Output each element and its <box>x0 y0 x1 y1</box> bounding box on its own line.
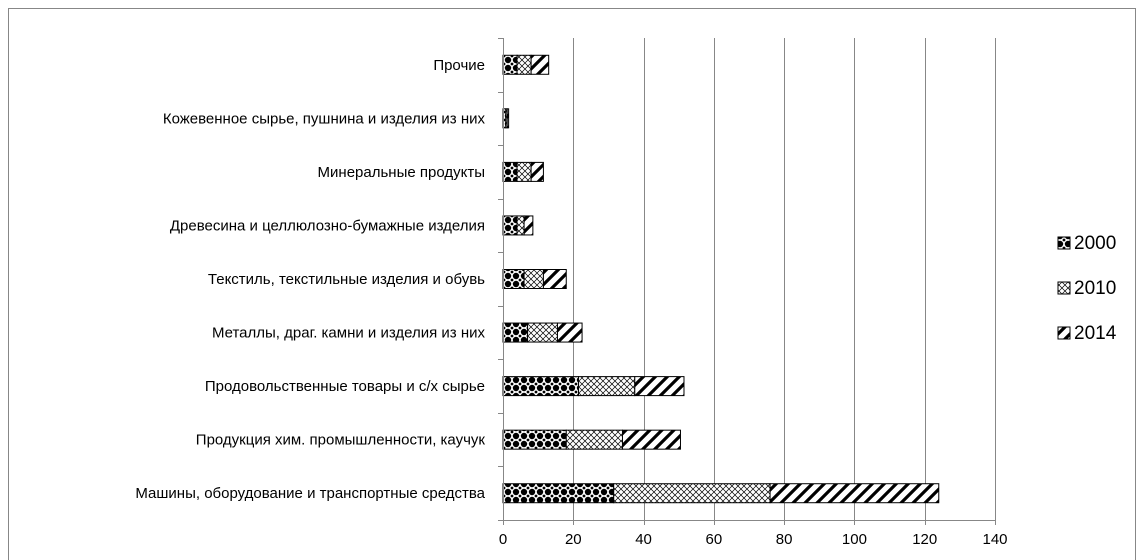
bar-segment-2000 <box>502 322 529 343</box>
chart-frame <box>8 8 1136 560</box>
x-tick-label: 20 <box>565 531 582 548</box>
bar-segment-2014 <box>542 269 567 289</box>
category-label: Кожевенное сырье, пушнина и изделия из н… <box>163 110 486 127</box>
x-tick-label: 80 <box>776 531 793 548</box>
bar-segment-2000 <box>502 269 525 289</box>
legend-swatch-2014 <box>1057 326 1071 340</box>
category-label: Текстиль, текстильные изделия и обувь <box>208 271 485 288</box>
x-tick-label: 60 <box>706 531 723 548</box>
bars <box>502 54 940 504</box>
x-tick-label: 0 <box>499 531 507 548</box>
legend-label: 2000 <box>1074 233 1116 254</box>
bar-segment-2000 <box>502 483 615 504</box>
legend-swatch-2000 <box>1057 236 1071 250</box>
x-tick-label: 40 <box>635 531 652 548</box>
category-label: Металлы, драг. камни и изделия из них <box>212 325 486 342</box>
category-label: Продовольственные товары и с/х сырье <box>205 378 485 395</box>
bar-segment-2014 <box>506 108 510 129</box>
bar-segment-2010 <box>613 483 771 504</box>
bar-segment-2014 <box>634 376 685 397</box>
bar-segment-2010 <box>516 161 532 182</box>
x-tick-label: 100 <box>842 531 867 548</box>
x-tick-label: 120 <box>912 531 937 548</box>
bar-segment-2010 <box>523 269 544 289</box>
bar-segment-2000 <box>502 376 580 397</box>
gridlines <box>573 38 996 520</box>
category-label: Машины, оборудование и транспортные сред… <box>135 485 485 502</box>
bar-segment-2010 <box>516 215 525 236</box>
x-tick-label: 140 <box>982 531 1007 548</box>
category-label: Продукция хим. промышленности, каучук <box>196 432 486 449</box>
bar-segment-2000 <box>502 215 518 236</box>
legend-swatch-2010 <box>1057 281 1071 295</box>
bar-segment-2000 <box>502 429 567 450</box>
legend-label: 2014 <box>1074 323 1117 344</box>
category-label: Древесина и целлюлозно-бумажные изделия <box>170 217 485 234</box>
category-label: Прочие <box>433 57 485 74</box>
category-label: Минеральные продукты <box>318 164 485 181</box>
bar-segment-2014 <box>530 161 544 182</box>
bar-segment-2010 <box>565 429 623 450</box>
bar-segment-2000 <box>502 54 518 75</box>
bar-segment-2000 <box>502 161 518 182</box>
bar-segment-2014 <box>769 483 940 504</box>
bar-segment-2014 <box>530 54 550 75</box>
legend: 2000 2010 2014 <box>1057 233 1117 344</box>
bar-segment-2014 <box>556 322 583 343</box>
bar-segment-2010 <box>527 322 558 343</box>
bar-segment-2014 <box>621 429 681 450</box>
axes: 0 20 40 60 80 100 120 140 Машины, оборудование и… <box>135 38 1008 548</box>
bar-segment-2010 <box>516 54 532 75</box>
legend-label: 2010 <box>1074 278 1116 299</box>
bar-segment-2010 <box>578 376 636 397</box>
bar-segment-2014 <box>523 215 534 236</box>
